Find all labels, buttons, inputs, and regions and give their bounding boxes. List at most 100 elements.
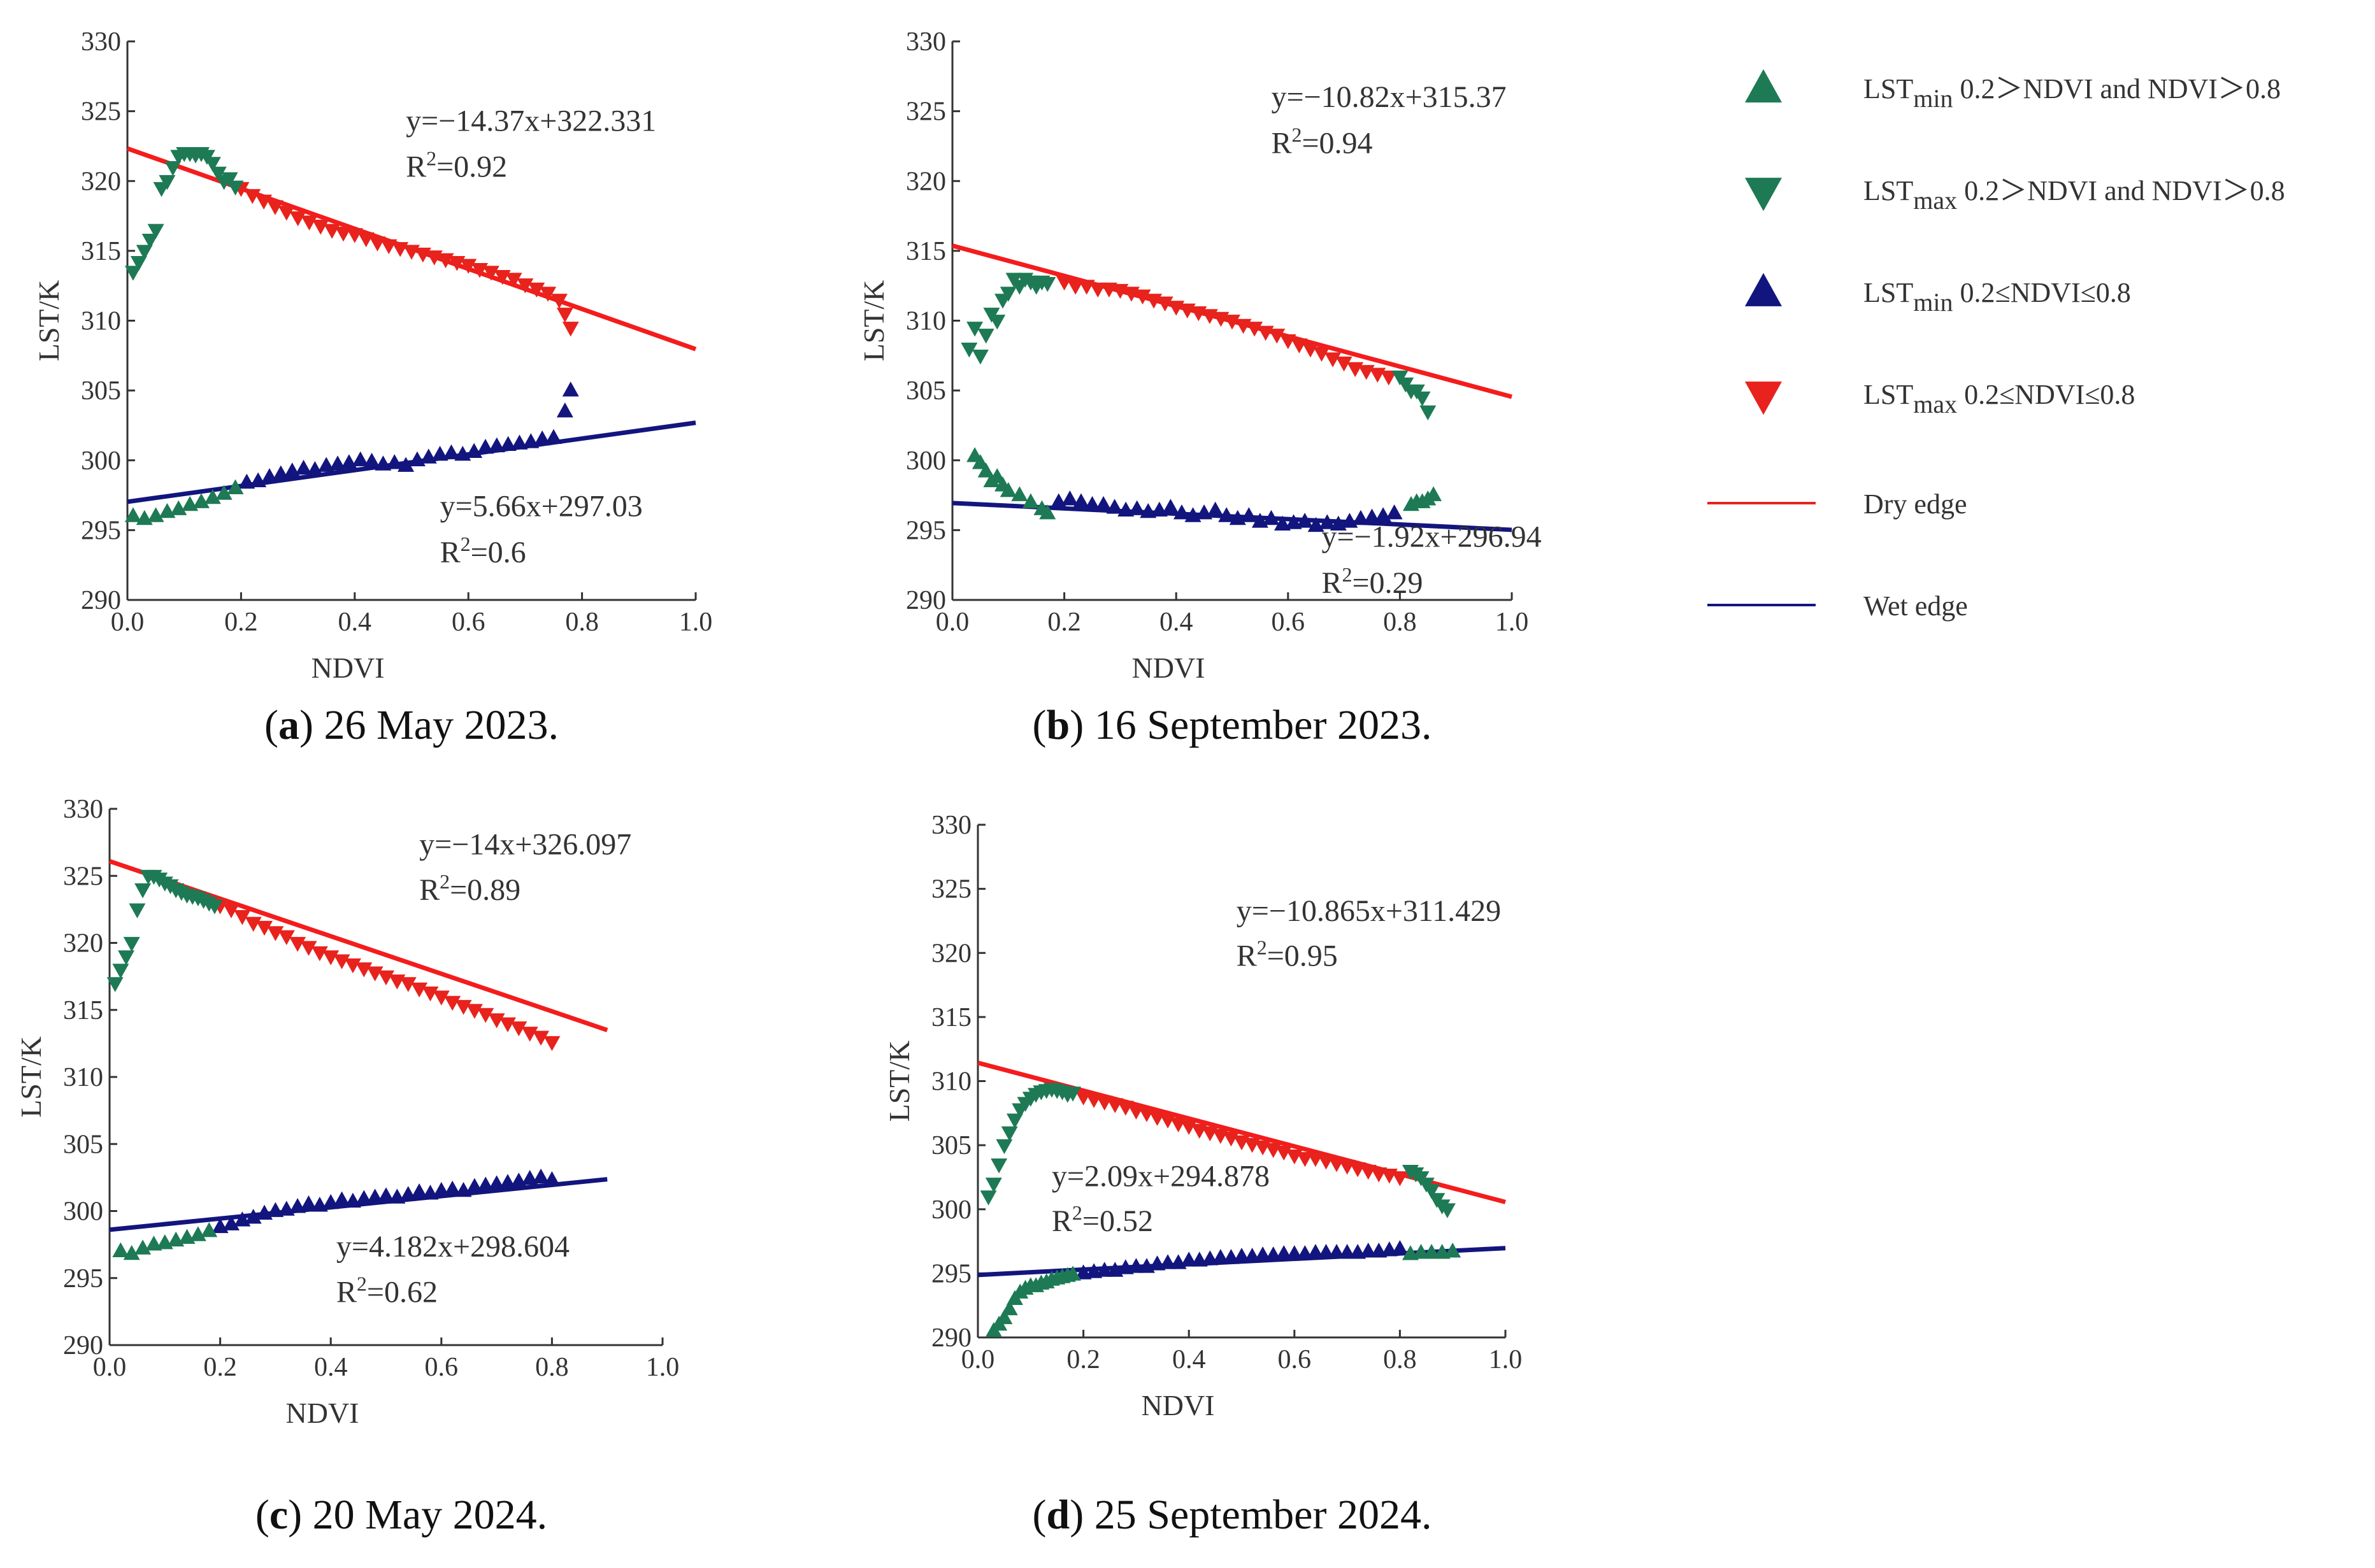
lst-max-inside-point (244, 189, 261, 204)
legend-max-outside-label: LSTmax 0.2＞NDVI and NDVI＞0.8 (1863, 175, 2285, 215)
y-axis-label: LST/K (32, 280, 65, 362)
lst-min-inside-point (1274, 515, 1291, 531)
lst-max-inside-point (255, 194, 273, 210)
y-axis-label: LST/K (15, 1036, 47, 1118)
lst-max-inside-point (488, 1013, 505, 1029)
lst-min-inside-point (511, 434, 528, 450)
lst-max-outside-point (1419, 405, 1437, 421)
lst-min-inside-point (1360, 1243, 1377, 1258)
x-tick-label: 0.0 (111, 608, 145, 637)
x-tick-label: 0.0 (961, 1345, 995, 1374)
x-tick-label: 1.0 (679, 608, 713, 637)
lst-min-inside-point (300, 1195, 317, 1211)
lst-max-outside-point (159, 175, 176, 190)
lst-min-inside-point (1363, 508, 1381, 524)
lst-min-outside-point (1425, 486, 1442, 501)
lst-max-inside-point (278, 930, 295, 946)
lst-max-outside-point (130, 256, 147, 271)
lst-min-outside-point (170, 500, 187, 515)
lst-max-inside-point (1067, 280, 1084, 295)
lst-max-outside-point (1065, 1087, 1082, 1102)
dry-edge-equation: y=−14x+326.097 (419, 828, 631, 862)
lst-max-inside-point (556, 308, 573, 323)
lst-min-outside-point (124, 507, 141, 522)
x-tick-label: 0.4 (314, 1353, 348, 1382)
lst-min-inside-point (1263, 510, 1280, 525)
lst-max-inside-point (411, 982, 428, 998)
legend-dry-edge-label: Dry edge (1863, 488, 1967, 520)
lst-max-inside-point (1335, 356, 1353, 372)
x-axis-label: NDVI (1132, 652, 1205, 684)
lst-min-inside-point (1307, 1244, 1324, 1259)
lst-max-outside-point (136, 245, 153, 260)
lst-min-inside-point (1162, 499, 1179, 514)
lst-min-inside-point (411, 1183, 428, 1199)
lst-max-inside-point (482, 266, 499, 281)
lst-max-inside-point (533, 1030, 550, 1046)
lst-max-inside-point (1223, 1131, 1240, 1147)
lst-min-outside-point (147, 507, 164, 522)
lst-max-outside-point (106, 977, 124, 992)
lst-min-inside-point (1207, 501, 1224, 517)
lst-min-inside-point (1140, 502, 1157, 518)
x-axis-label: NDVI (1142, 1389, 1215, 1422)
lst-min-inside-point (363, 452, 380, 468)
lst-max-inside-point (357, 232, 375, 248)
lst-max-outside-point (1000, 287, 1017, 302)
lst-max-inside-point (528, 282, 545, 298)
wet-edge-r2: R2=0.6 (440, 532, 526, 569)
y-tick-label: 300 (906, 446, 946, 476)
y-tick-label: 310 (931, 1067, 972, 1097)
lst-max-inside-point (311, 946, 328, 962)
wet-edge-equation: y=−1.92x+296.94 (1321, 520, 1541, 554)
y-axis-label: LST/K (883, 1041, 915, 1122)
lst-min-inside-point (1212, 1249, 1229, 1264)
lst-min-inside-point (1338, 1244, 1356, 1259)
x-tick-label: 0.8 (535, 1353, 569, 1382)
y-tick-label: 325 (906, 97, 946, 127)
lst-min-inside-point (378, 1187, 394, 1202)
y-tick-label: 325 (931, 875, 972, 904)
y-tick-label: 290 (906, 586, 946, 615)
wet-edge-equation: y=4.182x+298.604 (336, 1230, 570, 1264)
lst-min-inside-point (562, 381, 579, 397)
lst-min-inside-point (329, 455, 347, 471)
lst-max-inside-point (466, 1004, 483, 1019)
lst-min-inside-point (533, 1168, 550, 1184)
lst-max-inside-point (460, 259, 477, 274)
lst-min-outside-point (1000, 481, 1017, 497)
lst-max-inside-point (433, 990, 450, 1006)
lst-max-inside-point (1291, 338, 1308, 353)
x-tick-label: 0.2 (203, 1353, 237, 1382)
lst-max-inside-point (300, 941, 317, 956)
y-tick-label: 315 (63, 996, 103, 1025)
lst-max-inside-point (517, 278, 534, 294)
y-tick-label: 325 (81, 97, 121, 127)
lst-max-inside-point (346, 228, 363, 243)
lst-min-outside-point (112, 1242, 129, 1258)
lst-min-inside-point (1072, 493, 1089, 508)
lst-min-inside-point (1391, 1240, 1409, 1255)
lst-max-outside-point (961, 342, 978, 358)
lst-min-inside-point (1286, 1245, 1303, 1260)
lst-min-inside-point (431, 445, 448, 461)
lst-max-inside-point (289, 937, 306, 952)
x-tick-label: 1.0 (1489, 1345, 1523, 1374)
lst-max-inside-point (1313, 346, 1330, 362)
y-tick-label: 305 (906, 376, 946, 406)
wet-edge-r2: R2=0.29 (1321, 563, 1423, 600)
y-tick-label: 330 (63, 795, 103, 824)
lst-min-inside-point (1319, 514, 1336, 529)
lst-max-inside-point (1302, 342, 1319, 358)
x-tick-label: 0.4 (338, 608, 372, 637)
x-tick-label: 0.2 (1066, 1345, 1100, 1374)
lst-max-inside-point (562, 322, 579, 337)
y-tick-label: 295 (63, 1264, 103, 1294)
lst-min-inside-point (222, 1215, 240, 1230)
lst-min-inside-point (295, 459, 312, 475)
x-tick-label: 0.6 (425, 1353, 459, 1382)
lst-max-outside-point (129, 903, 146, 918)
lst-max-outside-point (1006, 1113, 1023, 1129)
lst-min-inside-point (1218, 507, 1235, 522)
x-tick-label: 0.0 (936, 608, 970, 637)
